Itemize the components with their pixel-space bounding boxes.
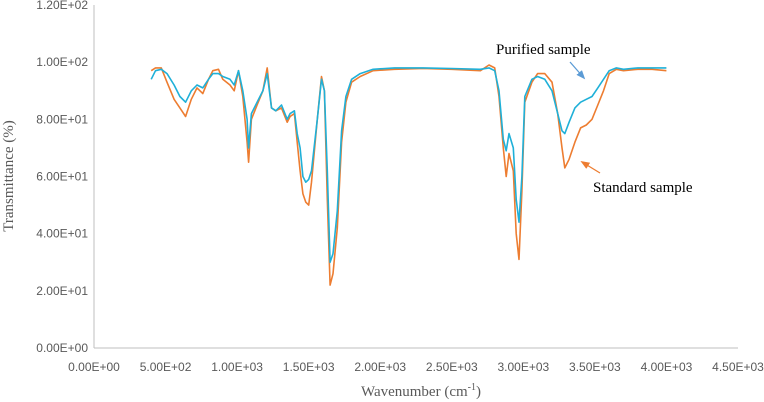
y-tick-label: 2.00E+01 [36,284,88,298]
x-tick-label: 3.00E+03 [497,360,549,374]
axes [93,5,738,349]
tick-labels: 0.00E+00 2.00E+01 4.00E+01 6.00E+01 8.00E+01… [36,0,764,374]
series-lines [150,64,667,286]
y-tick-label: 8.00E+01 [36,112,88,126]
x-tick-label: 2.00E+03 [354,360,406,374]
y-tick-label: 1.20E+02 [36,0,88,12]
x-tick-label: 5.00E+02 [140,360,192,374]
x-axis-title-main: Wavenumber (cm [361,384,468,400]
purified-sample-arrow [569,61,586,80]
standard-sample-label: Standard sample [593,180,693,196]
annotations: Purified sample Standard sample [496,42,693,196]
standard-sample-arrow [580,161,601,174]
standard-sample-line [150,64,667,286]
purified-sample-label: Purified sample [496,42,591,58]
x-tick-label: 3.50E+03 [569,360,621,374]
x-tick-label: 4.00E+03 [641,360,693,374]
y-tick-label: 4.00E+01 [36,227,88,241]
y-tick-label: 6.00E+01 [36,170,88,184]
x-tick-label: 4.50E+03 [712,360,764,374]
x-axis-title-close: ) [476,384,481,400]
y-axis-title: Transmittance (%) [1,120,17,232]
x-tick-label: 0.00E+00 [68,360,120,374]
x-tick-label: 1.50E+03 [283,360,335,374]
purified-sample-line [150,67,667,264]
x-axis-title-sup: -1 [468,382,476,393]
y-tick-label: 0.00E+00 [36,341,88,355]
x-tick-label: 1.00E+03 [211,360,263,374]
y-tick-label: 1.00E+02 [36,55,88,69]
x-axis-title: Wavenumber (cm-1) [361,382,481,400]
x-tick-label: 2.50E+03 [426,360,478,374]
